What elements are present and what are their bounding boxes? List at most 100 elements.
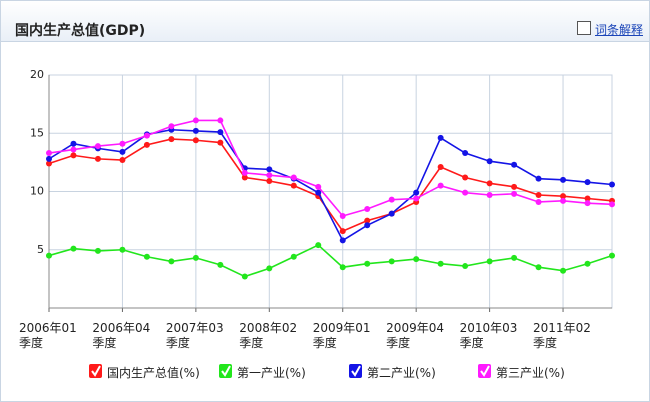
x-tick-label: 2008年02季度: [239, 321, 298, 350]
point: [462, 150, 469, 157]
point: [535, 198, 542, 205]
point: [511, 183, 518, 190]
legend-label: 第一产业(%): [237, 366, 306, 380]
point: [535, 175, 542, 182]
point: [217, 139, 224, 146]
point: [192, 137, 199, 144]
legend-label: 第二产业(%): [367, 366, 436, 380]
legend-checkbox[interactable]: [89, 364, 102, 378]
point: [560, 267, 567, 274]
x-tick-label: 2009年01季度: [312, 321, 371, 350]
point: [315, 183, 322, 190]
point: [609, 201, 615, 208]
x-tick-label: 2009年04季度: [386, 321, 444, 350]
point: [168, 123, 175, 130]
point: [339, 228, 346, 235]
point: [560, 193, 567, 200]
x-tick-label: 2006年04季度: [92, 321, 151, 350]
point: [535, 264, 542, 271]
legend-checkbox[interactable]: [478, 364, 491, 378]
point: [290, 174, 297, 181]
link[interactable]: 词条解释: [594, 23, 643, 37]
point: [70, 140, 77, 147]
legend-checkbox[interactable]: [349, 364, 362, 378]
x-tick-label: 2006年01季度: [19, 321, 77, 350]
x-tick-label: 2011年02季度: [533, 321, 591, 350]
series-line: [48, 128, 613, 242]
point: [241, 174, 248, 181]
point: [266, 172, 273, 179]
point: [217, 129, 224, 136]
point: [119, 148, 126, 155]
point: [584, 179, 591, 186]
link-icon[interactable]: [577, 21, 591, 35]
point: [339, 237, 346, 244]
point: [70, 146, 77, 153]
point: [241, 169, 248, 176]
point: [462, 263, 469, 270]
x-tick-label: 2010年03季度: [459, 321, 518, 350]
legend-label: 第三产业(%): [496, 366, 565, 380]
point: [437, 260, 444, 267]
point: [46, 155, 52, 162]
point: [143, 132, 150, 139]
point: [217, 117, 224, 124]
point: [315, 242, 322, 249]
point: [413, 189, 420, 196]
point: [560, 197, 567, 204]
point: [119, 246, 126, 253]
point: [511, 254, 518, 261]
y-tick-label: 15: [30, 126, 44, 139]
point: [143, 253, 150, 260]
point: [364, 222, 371, 229]
point: [241, 273, 248, 280]
point: [70, 245, 77, 252]
point: [290, 182, 297, 189]
y-tick-label: 5: [37, 243, 44, 256]
point: [46, 150, 52, 157]
point: [119, 157, 126, 164]
point: [290, 253, 297, 260]
point: [192, 117, 199, 124]
point: [584, 195, 591, 202]
point: [437, 134, 444, 141]
point: [339, 212, 346, 219]
point: [486, 258, 493, 265]
point: [511, 190, 518, 197]
point: [486, 191, 493, 198]
y-tick-label: 10: [30, 185, 44, 198]
point: [462, 189, 469, 196]
point: [94, 143, 101, 150]
series-line: [48, 138, 613, 233]
point: [192, 254, 199, 261]
point: [70, 152, 77, 159]
point: [192, 127, 199, 134]
header: 国内生产总值(GDP) 词条解释: [1, 1, 649, 42]
point: [486, 180, 493, 187]
point: [94, 155, 101, 162]
point: [266, 265, 273, 272]
point: [486, 158, 493, 165]
point: [584, 200, 591, 207]
point: [364, 217, 371, 224]
point: [609, 181, 615, 188]
point: [266, 178, 273, 185]
legend-label: 国内生产总值(%): [107, 366, 200, 380]
x-tick-label: 2007年03季度: [165, 321, 224, 350]
point: [217, 261, 224, 268]
point: [413, 195, 420, 202]
point: [388, 210, 395, 217]
point: [143, 141, 150, 148]
point: [119, 140, 126, 147]
point: [168, 258, 175, 265]
legend-checkbox[interactable]: [219, 364, 232, 378]
y-tick-label: 20: [30, 68, 44, 81]
point: [364, 260, 371, 267]
point: [535, 191, 542, 198]
point: [388, 258, 395, 265]
point: [584, 260, 591, 267]
point: [437, 182, 444, 189]
point: [388, 196, 395, 203]
